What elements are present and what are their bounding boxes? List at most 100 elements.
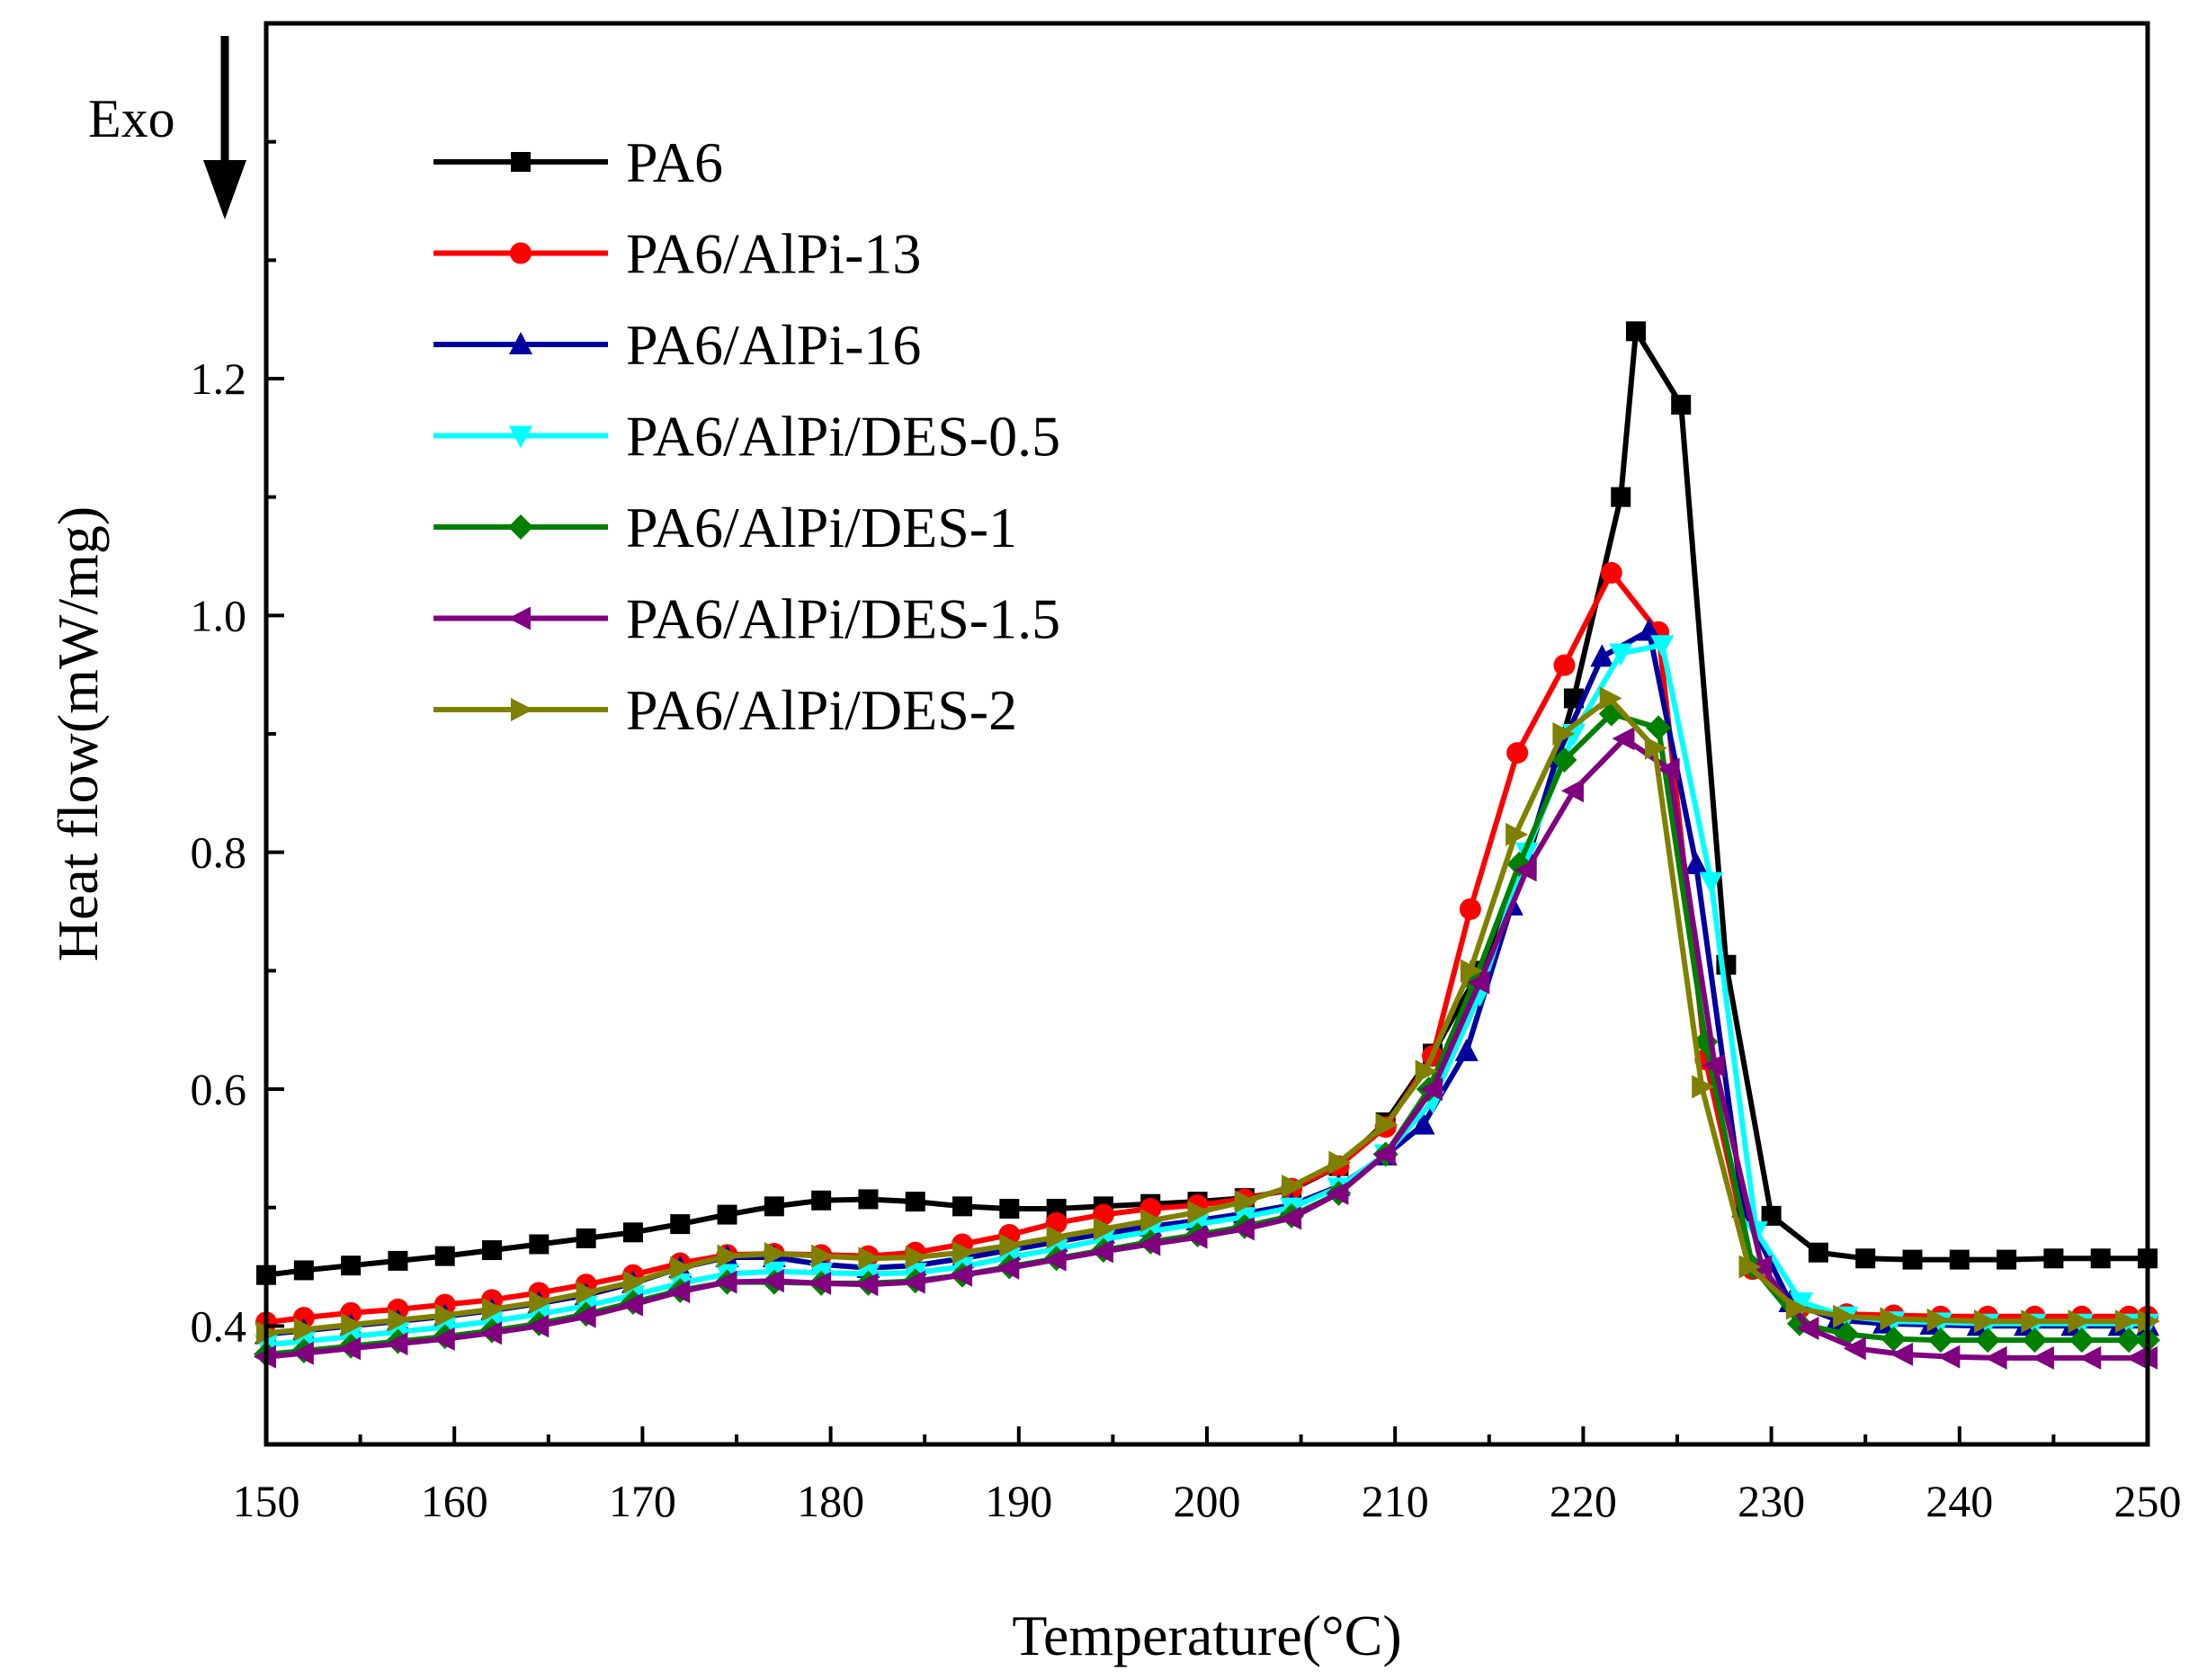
data-point — [1692, 1075, 1715, 1099]
data-point — [1599, 686, 1622, 710]
legend-label: PA6/AlPi/DES-1 — [626, 496, 1017, 559]
data-point — [2116, 1327, 2142, 1354]
data-point — [1187, 1200, 1211, 1224]
x-tick-label: 210 — [1362, 1476, 1429, 1526]
legend-marker — [511, 698, 533, 721]
data-point — [388, 1250, 408, 1271]
y-tick-label: 1.2 — [191, 353, 247, 404]
x-axis: 150 160 170 180 190 200 210 220 230 240 250 — [233, 1426, 2182, 1526]
legend-label: PA6 — [626, 130, 723, 194]
data-point — [290, 1341, 314, 1365]
data-point — [811, 1244, 835, 1268]
data-point — [1881, 1326, 1907, 1352]
data-point — [1415, 1059, 1438, 1084]
data-point — [952, 1240, 976, 1264]
x-tick-label: 240 — [1925, 1476, 1993, 1526]
data-point — [1926, 1308, 1950, 1332]
data-point — [479, 1321, 503, 1345]
data-point — [764, 1242, 787, 1266]
data-point — [1138, 1232, 1161, 1256]
data-point — [1684, 851, 1708, 874]
data-point — [2031, 1345, 2054, 1370]
data-point — [1890, 1342, 1914, 1366]
data-point — [622, 1222, 643, 1243]
data-point — [1785, 1296, 1809, 1320]
legend-marker — [509, 425, 532, 449]
series-PA6/AlPi/DES-1.5 — [254, 727, 2158, 1370]
data-point — [809, 1271, 832, 1295]
data-point — [858, 1247, 881, 1271]
data-point — [1600, 561, 1622, 584]
data-point — [902, 1270, 925, 1294]
data-point — [388, 1308, 411, 1332]
legend-marker — [510, 242, 532, 264]
series-PA6/AlPi/DES-2 — [256, 686, 2160, 1345]
data-point — [1927, 1327, 1953, 1354]
data-point — [529, 1291, 552, 1314]
data-point — [1738, 1255, 1762, 1279]
data-point — [1796, 1316, 1819, 1340]
x-tick-label: 180 — [797, 1476, 864, 1526]
x-tick-label: 230 — [1738, 1476, 1805, 1526]
data-point — [1506, 822, 1529, 846]
data-point — [385, 1332, 408, 1356]
data-point — [667, 1280, 691, 1304]
x-tick-label: 200 — [1174, 1476, 1241, 1526]
legend-item: PA6/AlPi/DES-1 — [433, 496, 1017, 559]
data-point — [1975, 1327, 2001, 1354]
data-point — [622, 1270, 646, 1294]
legend-label: PA6/AlPi-13 — [626, 222, 921, 286]
data-point — [1702, 1053, 1725, 1077]
x-tick-label: 190 — [985, 1476, 1052, 1526]
y-tick-label: 0.6 — [191, 1064, 247, 1114]
data-point — [293, 1260, 314, 1281]
data-point — [2090, 1248, 2111, 1269]
data-point — [1671, 394, 1692, 415]
data-point — [1279, 1206, 1302, 1230]
data-point — [1590, 644, 1614, 667]
data-point — [670, 1214, 691, 1235]
legend-marker — [511, 152, 531, 172]
series-layer — [254, 321, 2160, 1370]
data-point — [1625, 321, 1646, 342]
data-point — [1833, 1304, 1856, 1328]
data-point — [1459, 898, 1481, 920]
legend-item: PA6/AlPi-13 — [433, 222, 921, 286]
data-point — [341, 1313, 364, 1337]
data-point — [999, 1198, 1020, 1219]
data-point — [1506, 742, 1529, 764]
data-point — [482, 1240, 503, 1261]
data-point — [811, 1190, 832, 1211]
data-point — [576, 1228, 596, 1248]
data-point — [1326, 1181, 1349, 1205]
data-point — [1843, 1336, 1866, 1361]
data-point — [1646, 715, 1672, 741]
data-point — [1372, 1142, 1396, 1166]
data-point — [1560, 779, 1584, 803]
data-point — [717, 1244, 740, 1268]
legend-item: PA6/AlPi/DES-1.5 — [433, 587, 1060, 651]
data-point — [1984, 1345, 2007, 1370]
legend-label: PA6/AlPi/DES-0.5 — [626, 405, 1060, 469]
legend-item: PA6/AlPi-16 — [433, 313, 921, 377]
data-point — [1090, 1239, 1113, 1264]
data-point — [714, 1270, 737, 1294]
x-tick-label: 170 — [609, 1476, 676, 1526]
legend-item: PA6 — [433, 130, 723, 194]
data-point — [576, 1281, 599, 1305]
data-point — [1657, 757, 1680, 782]
data-point — [1375, 1113, 1398, 1137]
data-point — [1611, 487, 1631, 507]
data-point — [1973, 1309, 1997, 1334]
x-tick-label: 220 — [1550, 1476, 1617, 1526]
data-point — [1467, 970, 1490, 995]
data-point — [761, 1269, 784, 1293]
data-point — [526, 1314, 550, 1338]
data-point — [1761, 1205, 1782, 1226]
data-point — [1609, 643, 1633, 666]
data-point — [573, 1304, 596, 1328]
data-point — [858, 1189, 879, 1210]
data-point — [717, 1204, 737, 1225]
data-point — [1514, 858, 1537, 882]
